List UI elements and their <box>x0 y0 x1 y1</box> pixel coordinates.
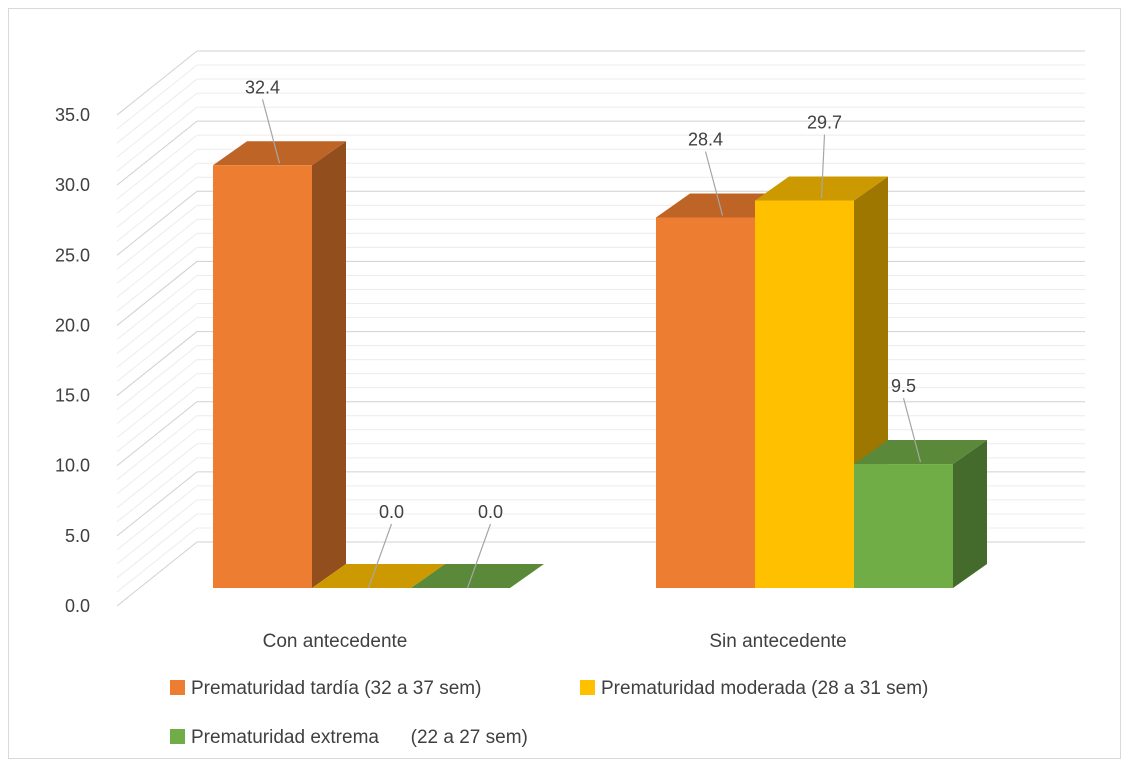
gridline-side <box>116 303 198 368</box>
y-tick-label: 35.0 <box>55 105 90 125</box>
gridline-side <box>116 106 198 172</box>
gridline-side <box>116 78 198 144</box>
data-label-leader <box>261 99 281 164</box>
legend-label: Prematuridad extrema (22 a 27 sem) <box>191 727 528 748</box>
gridline-side <box>116 204 198 270</box>
chart-frame <box>8 8 1121 759</box>
gridline-side <box>116 289 198 354</box>
gridline-side <box>116 190 198 256</box>
gridline-side <box>116 92 198 158</box>
bar-top <box>411 564 544 588</box>
data-label: 28.4 <box>688 129 723 149</box>
data-label: 0.0 <box>379 502 404 522</box>
data-label-leader <box>704 151 724 216</box>
legend-swatch <box>580 680 595 695</box>
gridline-side <box>116 162 198 228</box>
gridline-side <box>116 317 198 382</box>
legend-label: Prematuridad tardía (32 a 37 sem) <box>191 678 481 699</box>
data-label-leader <box>902 397 922 463</box>
gridline-side <box>116 345 198 410</box>
legend-label: Prematuridad moderada (28 a 31 sem) <box>601 678 928 699</box>
gridline-side <box>116 387 198 453</box>
category-label: Sin antecedente <box>709 631 846 652</box>
gridline-side <box>116 373 198 439</box>
y-tick-label: 25.0 <box>55 245 90 265</box>
bar[interactable] <box>854 464 953 588</box>
gridline-side <box>116 120 198 186</box>
gridline-side <box>116 247 198 312</box>
gridline-side <box>116 429 198 495</box>
y-tick-label: 0.0 <box>65 596 90 616</box>
gridline-side <box>116 232 198 298</box>
bar[interactable] <box>213 165 312 589</box>
gridline-side <box>116 275 198 340</box>
gridline-side <box>116 541 198 607</box>
gridline-side <box>116 401 198 467</box>
bar-side <box>312 141 346 589</box>
gridline-side <box>116 443 198 509</box>
gridline-side <box>116 471 198 537</box>
gridline-side <box>116 50 198 116</box>
bar-side <box>953 440 987 588</box>
y-tick-label: 10.0 <box>55 456 90 476</box>
gridline-side <box>116 176 198 242</box>
gridline-side <box>116 359 198 425</box>
gridline-side <box>116 499 198 565</box>
gridline-side <box>116 148 198 214</box>
gridline-side <box>116 527 198 593</box>
bar-top <box>213 141 346 166</box>
bar-top <box>854 440 987 465</box>
bar[interactable] <box>656 217 755 589</box>
bar-top <box>312 564 445 588</box>
gridline-side <box>116 134 198 200</box>
data-label: 29.7 <box>807 113 842 133</box>
data-label-leader <box>367 523 393 589</box>
legend-swatch <box>170 680 185 695</box>
data-label-leader <box>820 134 826 199</box>
y-tick-label: 30.0 <box>55 175 90 195</box>
data-label: 32.4 <box>245 77 280 97</box>
gridline-side <box>116 513 198 579</box>
bar[interactable] <box>755 200 854 588</box>
y-tick-label: 5.0 <box>65 526 90 546</box>
y-tick-label: 20.0 <box>55 315 90 335</box>
gridline-side <box>116 218 198 284</box>
gridline-side <box>116 457 198 523</box>
gridline-side <box>116 261 198 326</box>
gridline-side <box>116 64 198 130</box>
data-label: 9.5 <box>891 376 916 396</box>
category-label: Con antecedente <box>263 631 408 652</box>
gridline-side <box>116 331 198 396</box>
y-tick-label: 15.0 <box>55 386 90 406</box>
data-label-leader <box>466 523 492 589</box>
gridline-side <box>116 415 198 481</box>
legend-swatch <box>170 729 185 744</box>
gridline-side <box>116 485 198 551</box>
data-label: 0.0 <box>478 502 503 522</box>
